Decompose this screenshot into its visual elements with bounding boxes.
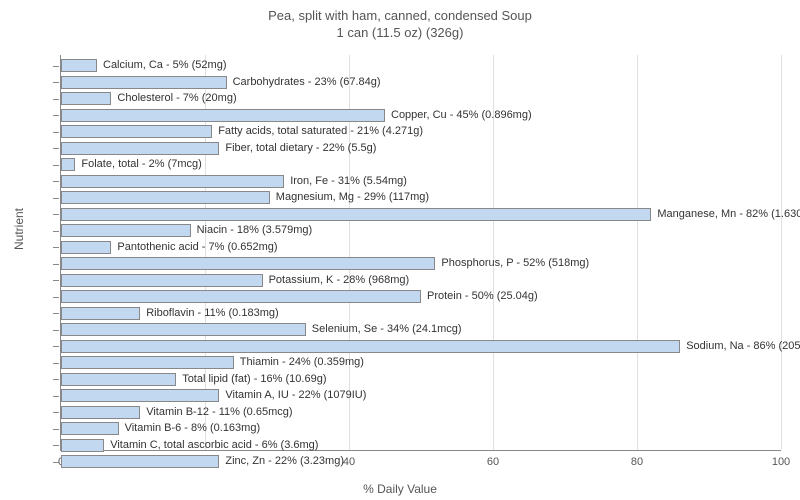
nutrient-bar-label: Fiber, total dietary - 22% (5.5g) xyxy=(225,142,376,155)
nutrient-bar-label: Phosphorus, P - 52% (518mg) xyxy=(441,257,589,270)
nutrient-bar-label: Fatty acids, total saturated - 21% (4.27… xyxy=(218,125,423,138)
nutrient-bar xyxy=(61,109,385,122)
title-line-1: Pea, split with ham, canned, condensed S… xyxy=(268,8,532,23)
nutrient-bar-label: Thiamin - 24% (0.359mg) xyxy=(240,356,364,369)
chart-title: Pea, split with ham, canned, condensed S… xyxy=(0,0,800,42)
nutrient-bar xyxy=(61,208,651,221)
nutrient-bar-label: Carbohydrates - 23% (67.84g) xyxy=(233,76,381,89)
y-tick xyxy=(53,379,59,380)
nutrient-bar-label: Potassium, K - 28% (968mg) xyxy=(269,274,410,287)
y-tick xyxy=(53,148,59,149)
y-tick xyxy=(53,280,59,281)
nutrient-bar xyxy=(61,373,176,386)
x-tick-label: 60 xyxy=(487,456,499,468)
nutrient-bar-label: Protein - 50% (25.04g) xyxy=(427,290,538,303)
nutrient-bar-label: Vitamin C, total ascorbic acid - 6% (3.6… xyxy=(110,439,318,452)
y-tick xyxy=(53,247,59,248)
nutrient-bar-label: Magnesium, Mg - 29% (117mg) xyxy=(276,191,429,204)
nutrient-bar-label: Vitamin B-12 - 11% (0.65mcg) xyxy=(146,406,292,419)
nutrient-bar xyxy=(61,191,270,204)
nutrient-bar xyxy=(61,224,191,237)
y-tick xyxy=(53,363,59,364)
y-axis-label: Nutrient xyxy=(12,208,26,250)
nutrient-bar xyxy=(61,76,227,89)
x-tick-label: 100 xyxy=(772,456,790,468)
y-tick xyxy=(53,82,59,83)
x-axis-label: % Daily Value xyxy=(363,482,437,496)
nutrient-bar-label: Vitamin B-6 - 8% (0.163mg) xyxy=(125,422,261,435)
nutrient-bar xyxy=(61,455,219,468)
nutrient-bar xyxy=(61,59,97,72)
nutrient-bar-label: Iron, Fe - 31% (5.54mg) xyxy=(290,175,407,188)
nutrient-bar xyxy=(61,307,140,320)
nutrient-bar xyxy=(61,175,284,188)
y-tick xyxy=(53,429,59,430)
nutrient-bar-label: Total lipid (fat) - 16% (10.69g) xyxy=(182,373,326,386)
y-tick xyxy=(53,115,59,116)
plot-area: 020406080100Calcium, Ca - 5% (52mg)Carbo… xyxy=(60,55,781,451)
y-tick xyxy=(53,165,59,166)
nutrient-bar-label: Riboflavin - 11% (0.183mg) xyxy=(146,307,278,320)
y-tick xyxy=(53,198,59,199)
y-tick xyxy=(53,445,59,446)
nutrient-bar-label: Folate, total - 2% (7mcg) xyxy=(81,158,201,171)
nutrient-bar xyxy=(61,274,263,287)
nutrient-bar-label: Manganese, Mn - 82% (1.630mg) xyxy=(657,208,800,221)
grid-line xyxy=(637,55,638,450)
nutrient-bar xyxy=(61,92,111,105)
nutrient-bar xyxy=(61,323,306,336)
y-tick xyxy=(53,264,59,265)
x-tick-label: 40 xyxy=(343,456,355,468)
nutrient-bar xyxy=(61,125,212,138)
y-tick xyxy=(53,462,59,463)
nutrient-chart: Pea, split with ham, canned, condensed S… xyxy=(0,0,800,500)
nutrient-bar xyxy=(61,389,219,402)
nutrient-bar-label: Selenium, Se - 34% (24.1mcg) xyxy=(312,323,462,336)
y-tick xyxy=(53,231,59,232)
nutrient-bar-label: Niacin - 18% (3.579mg) xyxy=(197,224,313,237)
nutrient-bar-label: Cholesterol - 7% (20mg) xyxy=(117,92,236,105)
nutrient-bar xyxy=(61,340,680,353)
y-tick xyxy=(53,396,59,397)
nutrient-bar xyxy=(61,241,111,254)
y-tick xyxy=(53,313,59,314)
y-tick xyxy=(53,66,59,67)
y-tick xyxy=(53,412,59,413)
nutrient-bar-label: Calcium, Ca - 5% (52mg) xyxy=(103,59,226,72)
y-tick xyxy=(53,132,59,133)
nutrient-bar xyxy=(61,439,104,452)
title-line-2: 1 can (11.5 oz) (326g) xyxy=(337,25,464,40)
nutrient-bar xyxy=(61,142,219,155)
nutrient-bar xyxy=(61,158,75,171)
y-tick xyxy=(53,181,59,182)
nutrient-bar-label: Zinc, Zn - 22% (3.23mg) xyxy=(225,455,344,468)
nutrient-bar xyxy=(61,422,119,435)
nutrient-bar-label: Sodium, Na - 86% (2054mg) xyxy=(686,340,800,353)
y-tick xyxy=(53,99,59,100)
y-tick xyxy=(53,330,59,331)
y-tick xyxy=(53,297,59,298)
y-tick xyxy=(53,214,59,215)
nutrient-bar-label: Pantothenic acid - 7% (0.652mg) xyxy=(117,241,277,254)
nutrient-bar xyxy=(61,356,234,369)
nutrient-bar xyxy=(61,406,140,419)
grid-line xyxy=(781,55,782,450)
nutrient-bar-label: Copper, Cu - 45% (0.896mg) xyxy=(391,109,532,122)
nutrient-bar xyxy=(61,290,421,303)
nutrient-bar-label: Vitamin A, IU - 22% (1079IU) xyxy=(225,389,366,402)
x-tick-label: 80 xyxy=(631,456,643,468)
y-tick xyxy=(53,346,59,347)
nutrient-bar xyxy=(61,257,435,270)
